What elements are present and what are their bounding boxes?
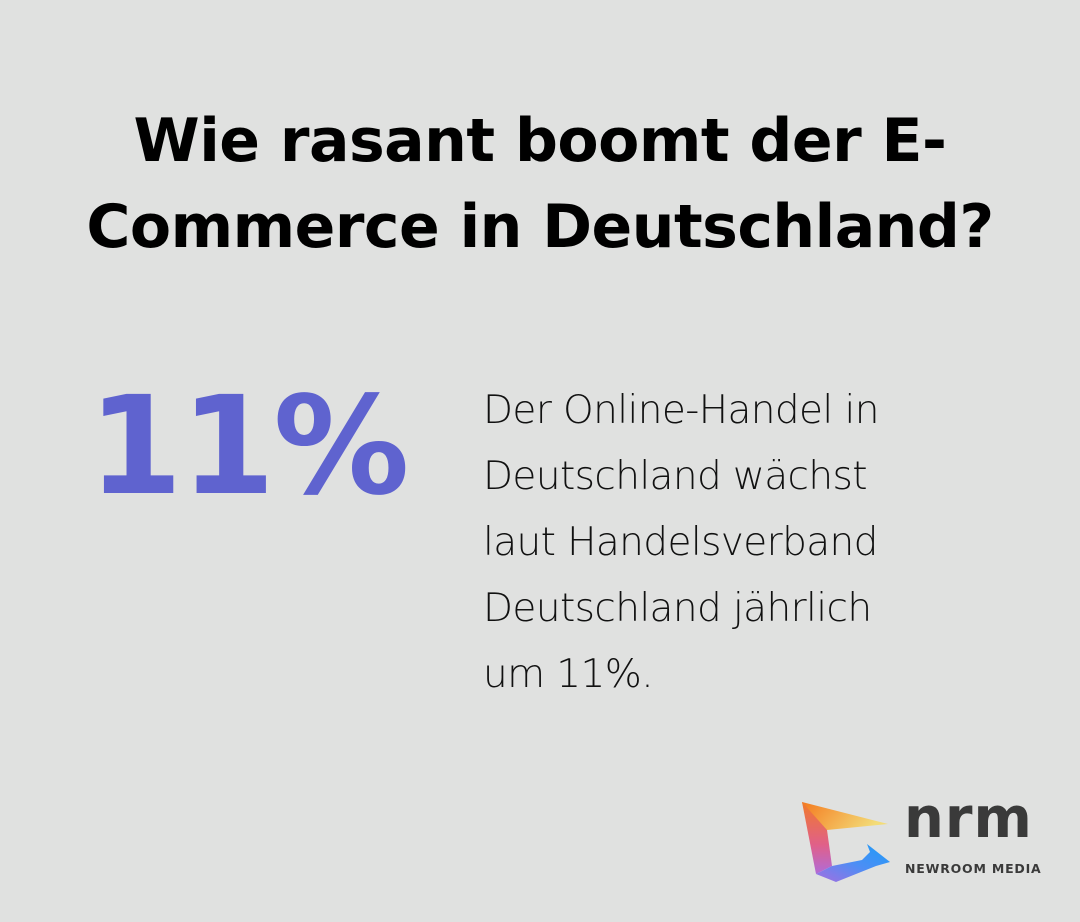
stat-description: Der Online-Handel in Deutschland wächst … — [483, 378, 1003, 708]
brand-logo: nrm NEWROOM MEDIA — [800, 786, 1050, 890]
description-line: Deutschland jährlich — [483, 586, 872, 631]
description-line: Deutschland wächst — [483, 454, 867, 499]
description-line: laut Handelsverband — [483, 520, 878, 565]
logo-subtitle: NEWROOM MEDIA — [905, 861, 1042, 876]
nrm-logo-icon — [802, 802, 890, 882]
title-line-2: Commerce in Deutschland? — [86, 192, 994, 262]
page-title: Wie rasant boomt der E- Commerce in Deut… — [0, 98, 1080, 270]
logo-wordmark: nrm — [904, 786, 1033, 851]
title-line-1: Wie rasant boomt der E- — [133, 106, 947, 176]
description-line: um 11%. — [483, 652, 654, 697]
stat-value: 11% — [88, 368, 410, 526]
description-line: Der Online-Handel in — [483, 388, 879, 433]
